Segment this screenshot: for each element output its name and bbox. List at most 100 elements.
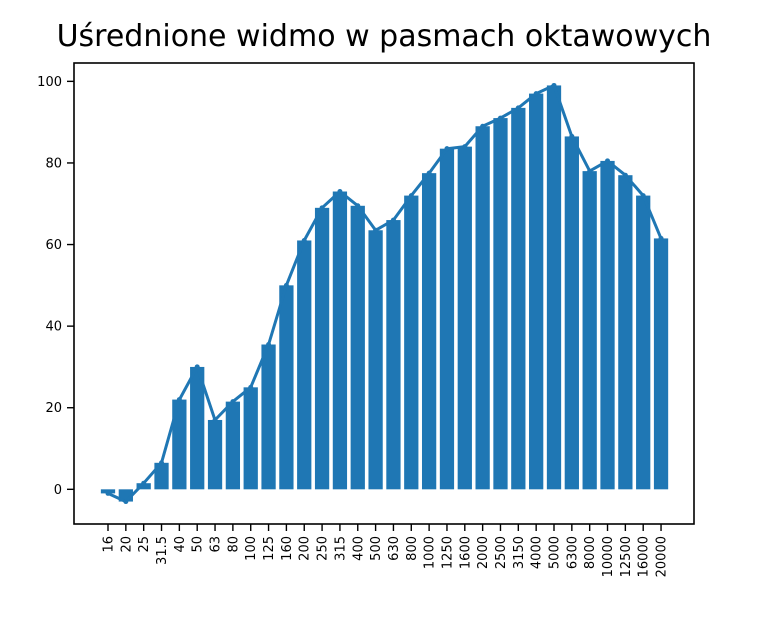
x-tick-label-200: 200: [298, 536, 313, 561]
line-point-2500: [497, 115, 503, 121]
x-tick-label-63: 63: [209, 536, 224, 553]
x-tick-label-100: 100: [244, 536, 259, 561]
y-tick-label-40: 40: [45, 320, 62, 335]
y-axis: 0 20 40 60 80 100: [37, 75, 74, 498]
y-tick-label-20: 20: [45, 401, 62, 416]
x-tick-label-400: 400: [351, 536, 366, 561]
line-point-400: [355, 203, 361, 209]
line-point-160: [283, 282, 289, 288]
line-point-630: [390, 217, 396, 223]
line-point-80: [230, 399, 236, 405]
line-point-12500: [622, 172, 628, 178]
x-tick-label-630: 630: [387, 536, 402, 561]
line-point-6300: [569, 133, 575, 139]
x-tick-label-8000: 8000: [583, 536, 598, 569]
y-tick-label-100: 100: [37, 75, 62, 90]
bar-40: [172, 399, 187, 490]
bar-16000: [636, 195, 651, 490]
bar-31.5: [154, 462, 169, 490]
x-tick-label-5000: 5000: [548, 536, 563, 569]
line-point-20: [123, 499, 129, 505]
line-group: [105, 82, 664, 505]
line-point-25: [141, 480, 147, 486]
line-point-40: [176, 397, 182, 403]
line-point-315: [337, 189, 343, 195]
x-tick-label-315: 315: [333, 536, 348, 561]
line-point-100: [248, 384, 254, 390]
line-point-20000: [658, 235, 664, 241]
x-tick-label-1000: 1000: [423, 536, 438, 569]
bar-2500: [493, 118, 508, 490]
x-tick-label-500: 500: [369, 536, 384, 561]
x-tick-label-125: 125: [262, 536, 277, 561]
x-tick-label-25: 25: [137, 536, 152, 553]
bars-group: [100, 85, 669, 502]
x-tick-label-20: 20: [119, 536, 134, 553]
x-tick-label-20000: 20000: [655, 536, 670, 577]
bar-8000: [582, 171, 597, 490]
line-point-50: [194, 364, 200, 370]
line-point-800: [408, 193, 414, 199]
bar-125: [261, 344, 276, 490]
line-point-10000: [605, 158, 611, 164]
bar-2000: [475, 126, 490, 490]
y-tick-label-0: 0: [54, 483, 62, 498]
y-tick-label-80: 80: [45, 156, 62, 171]
line-point-1600: [462, 144, 468, 150]
line-point-4000: [533, 91, 539, 97]
bar-3150: [511, 107, 526, 490]
bar-315: [332, 191, 348, 490]
x-tick-label-160: 160: [280, 536, 295, 561]
bar-6300: [564, 136, 579, 490]
bar-25: [136, 483, 151, 490]
bar-200: [297, 240, 312, 490]
line-point-16: [105, 490, 111, 496]
chart-title: Uśrednione widmo w pasmach oktawowych: [57, 19, 712, 54]
line-point-3150: [515, 105, 521, 111]
bar-5000: [546, 85, 562, 490]
line-point-31.5: [159, 460, 165, 466]
line-point-63: [212, 417, 218, 423]
line-point-5000: [551, 82, 557, 88]
bar-20000: [653, 238, 669, 490]
line-point-1000: [426, 170, 432, 176]
line-point-125: [266, 341, 272, 347]
x-tick-label-3150: 3150: [512, 536, 527, 569]
x-tick-label-12500: 12500: [619, 536, 634, 577]
bar-800: [404, 195, 419, 490]
bar-12500: [618, 175, 633, 490]
x-tick-label-250: 250: [316, 536, 331, 561]
bar-250: [314, 207, 330, 490]
bar-500: [368, 230, 383, 490]
plot-frame: [73, 62, 695, 525]
line-point-2000: [480, 123, 486, 129]
line-point-500: [373, 227, 379, 233]
bar-63: [207, 419, 223, 490]
bar-630: [386, 220, 401, 490]
x-axis: 16 20 25 31.5 40 50 63 80 100 125 160 200 250 315 400 5…: [102, 524, 670, 577]
x-tick-label-16000: 16000: [637, 536, 652, 577]
x-tick-label-80: 80: [226, 536, 241, 553]
x-tick-label-31.5: 31.5: [155, 536, 170, 565]
x-tick-label-16: 16: [102, 536, 117, 553]
bar-100: [243, 387, 258, 490]
bar-4000: [529, 93, 544, 490]
bar-1600: [457, 146, 472, 490]
bar-1000: [421, 173, 437, 490]
x-tick-label-6300: 6300: [565, 536, 580, 569]
x-tick-label-2000: 2000: [476, 536, 491, 569]
x-tick-label-2500: 2500: [494, 536, 509, 569]
line-point-1250: [444, 146, 450, 152]
x-tick-label-4000: 4000: [530, 536, 545, 569]
bar-80: [225, 401, 241, 490]
series-line: [107, 83, 663, 504]
line-point-200: [301, 237, 307, 243]
bar-400: [350, 205, 365, 490]
y-tick-label-60: 60: [45, 238, 62, 253]
x-tick-label-10000: 10000: [601, 536, 616, 577]
bar-50: [190, 366, 205, 490]
x-tick-label-50: 50: [191, 536, 206, 553]
x-tick-label-800: 800: [405, 536, 420, 561]
x-tick-label-40: 40: [173, 536, 188, 553]
